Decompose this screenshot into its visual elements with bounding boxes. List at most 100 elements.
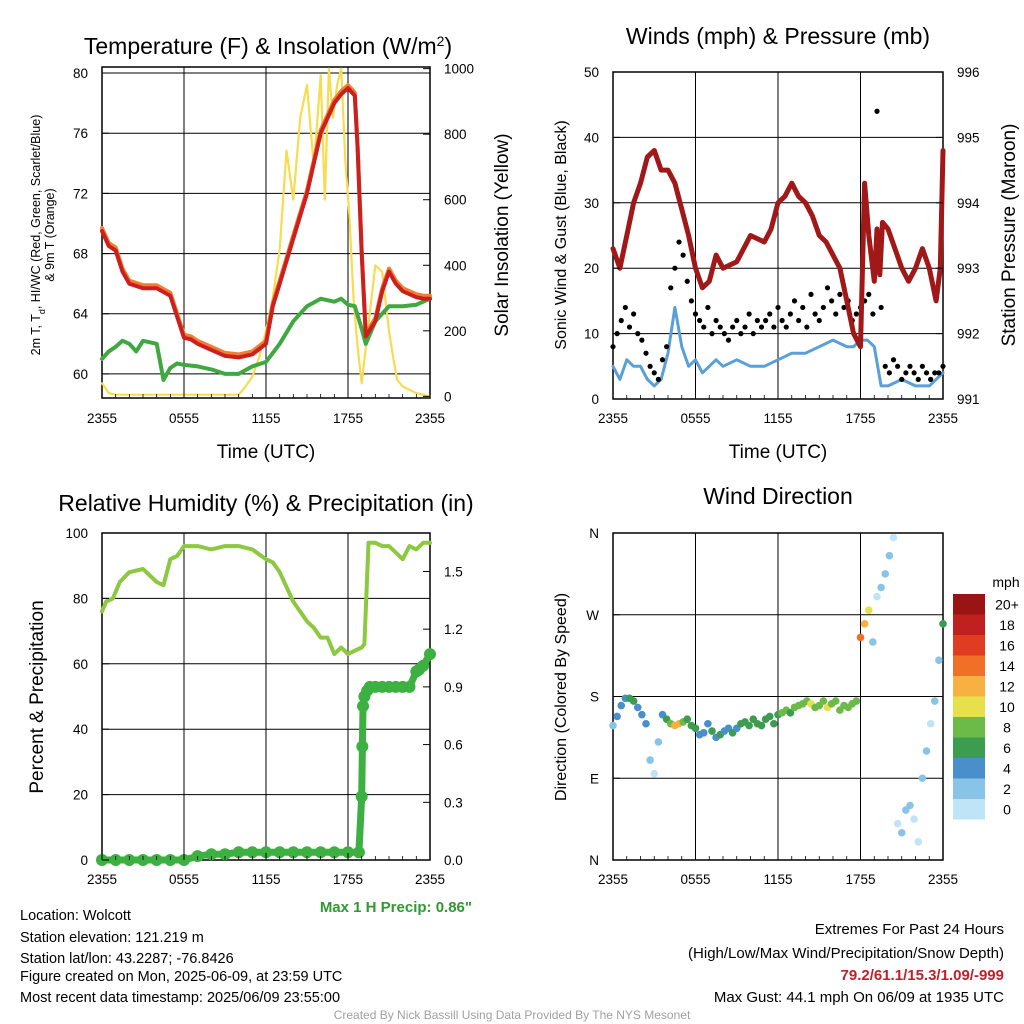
gust-point xyxy=(808,291,814,297)
legend-swatch xyxy=(953,737,985,758)
pressure-y-axis-label: Station Pressure (Maroon) xyxy=(999,124,1020,347)
wind-direction-point xyxy=(910,815,918,823)
legend-label: 4 xyxy=(1003,760,1011,776)
extremes-title: Extremes For Past 24 Hours xyxy=(815,921,1004,938)
wind-direction-x-ticks: 2355 0555 1155 1755 2355 xyxy=(598,853,958,887)
precip-point xyxy=(232,846,245,859)
gust-point xyxy=(676,239,682,245)
gust-point xyxy=(824,285,831,291)
wind-direction-series xyxy=(609,533,947,846)
y2-tick-label: 800 xyxy=(444,127,467,142)
y-tick-label: 100 xyxy=(65,526,88,541)
gust-point xyxy=(668,285,674,291)
max-gust-text: Max Gust: 44.1 mph On 06/09 at 1935 UTC xyxy=(714,989,1004,1006)
wind-direction-point xyxy=(873,592,881,601)
gust-point xyxy=(886,370,892,376)
y-tick-label: 60 xyxy=(73,657,88,672)
x-tick-label: 2355 xyxy=(598,872,628,887)
x-tick-label: 0555 xyxy=(680,411,710,426)
gust-point xyxy=(647,363,653,369)
gust-point xyxy=(928,376,934,382)
x-tick-label: 2355 xyxy=(87,411,117,426)
precip-point xyxy=(357,700,370,713)
gust-point xyxy=(688,298,694,304)
x-tick-label: 2355 xyxy=(928,411,958,426)
y2-tick-label: 992 xyxy=(957,327,980,342)
x-tick-label: 0555 xyxy=(169,411,199,426)
legend-swatch xyxy=(953,594,985,615)
wind-direction-point xyxy=(926,719,935,728)
y-tick-label: 60 xyxy=(73,367,88,382)
gust-point xyxy=(890,357,897,363)
gust-point xyxy=(717,324,723,330)
x-tick-label: 0555 xyxy=(169,872,199,887)
y-tick-label: S xyxy=(590,690,599,705)
wind-direction-point xyxy=(935,656,943,664)
temperature-grid xyxy=(102,67,430,398)
wind-direction-point xyxy=(889,533,898,542)
wind-direction-point xyxy=(831,697,840,705)
y-tick-label: W xyxy=(586,608,599,623)
legend-swatch xyxy=(953,676,985,697)
gust-point xyxy=(791,298,798,304)
wind-direction-point xyxy=(654,738,663,746)
location-text: Location: Wolcott xyxy=(20,908,131,924)
precip-point xyxy=(287,846,300,859)
station-info: Location: Wolcott Station elevation: 121… xyxy=(20,908,342,1006)
x-tick-label: 2355 xyxy=(598,411,628,426)
winds-y-ticks: 0 10 20 30 40 50 xyxy=(584,65,620,407)
wind-direction-point xyxy=(906,801,914,810)
gust-point xyxy=(923,370,930,376)
wind-direction-point xyxy=(819,697,828,705)
precip-point xyxy=(260,846,272,859)
x-tick-label: 1155 xyxy=(763,872,792,887)
extremes-values: 79.2/61.1/15.3/1.09/-999 xyxy=(841,967,1004,984)
gust-point xyxy=(915,376,921,382)
y2-tick-label: 400 xyxy=(444,258,467,273)
humidity-series xyxy=(96,540,436,866)
gust-point xyxy=(899,376,905,382)
x-tick-label: 2355 xyxy=(415,411,445,426)
wind-direction-point xyxy=(745,721,753,730)
gust-point xyxy=(882,363,888,369)
speed-legend: 0 2 4 6 8 10 12 14 16 18 20+ xyxy=(953,594,1019,820)
precip-point xyxy=(424,648,436,661)
wind-direction-point xyxy=(885,551,894,560)
y-tick-label: 50 xyxy=(584,65,599,80)
gust-point xyxy=(622,304,628,311)
gust-point xyxy=(820,304,826,311)
wind-direction-point xyxy=(683,715,692,724)
precip-point xyxy=(342,846,354,859)
gust-point xyxy=(651,370,657,376)
elevation-text: Station elevation: 121.219 m xyxy=(20,930,204,946)
gust-point xyxy=(610,344,616,350)
y-tick-label: 68 xyxy=(73,247,88,262)
legend-label: 20+ xyxy=(995,596,1019,612)
gust-point xyxy=(767,311,773,317)
wind-direction-point xyxy=(609,721,617,730)
gust-point xyxy=(936,370,942,376)
wind-direction-point xyxy=(852,697,861,705)
x-tick-label: 1155 xyxy=(251,872,280,887)
y-tick-label: N xyxy=(589,526,599,541)
gust-point xyxy=(631,311,637,317)
wind-direction-point xyxy=(897,828,906,837)
wind-direction-point xyxy=(860,620,869,628)
gust-point xyxy=(775,304,781,311)
humidity-chart-title: Relative Humidity (%) & Precipitation (i… xyxy=(58,490,473,516)
gust-point xyxy=(684,278,690,284)
legend-label: 18 xyxy=(999,617,1015,633)
y2-tick-label: 0 xyxy=(444,389,452,404)
gust-point xyxy=(680,252,686,258)
wind-direction-point xyxy=(869,638,877,646)
y2-tick-label: 1.2 xyxy=(444,622,463,637)
gust-point xyxy=(907,363,913,369)
legend-label: 2 xyxy=(1003,781,1011,797)
precip-point xyxy=(403,680,416,693)
gust-point xyxy=(940,363,946,369)
y-tick-label: 80 xyxy=(73,591,88,606)
y2-tick-label: 995 xyxy=(957,130,980,145)
max-precip-annotation: Max 1 H Precip: 0.86" xyxy=(320,899,472,916)
winds-x-ticks: 2355 0555 1155 1755 2355 xyxy=(598,392,958,426)
y2-tick-label: 0.3 xyxy=(444,795,463,810)
